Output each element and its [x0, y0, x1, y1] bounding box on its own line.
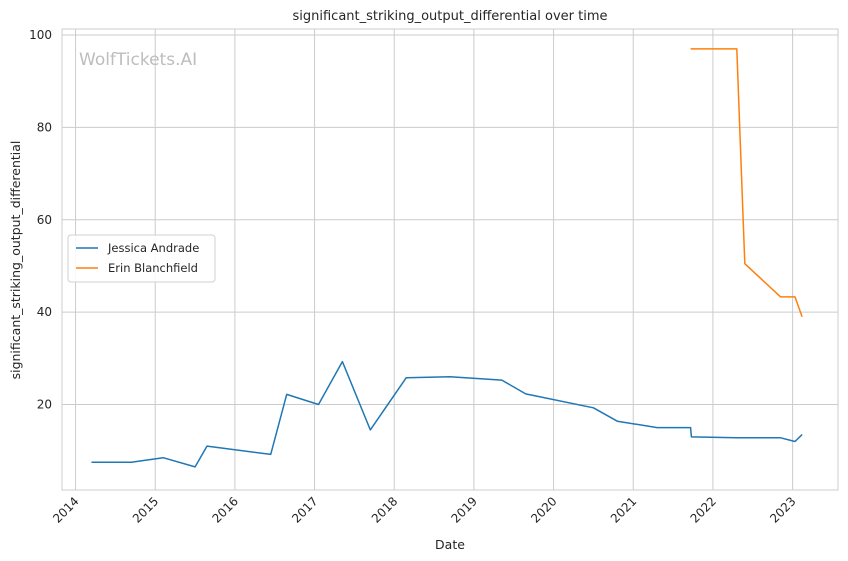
plot-frame: [61, 28, 839, 491]
y-tick-label: 80: [37, 120, 52, 134]
watermark-text: WolfTickets.AI: [79, 50, 197, 70]
y-tick-label: 20: [37, 398, 52, 412]
legend-label: Jessica Andrade: [107, 241, 199, 255]
y-tick-label: 60: [37, 213, 52, 227]
y-tick-label: 40: [37, 305, 52, 319]
grid: [62, 29, 838, 490]
y-axis-title: significant_striking_output_differential: [8, 141, 23, 380]
x-axis-title: Date: [435, 537, 465, 552]
y-tick-label: 100: [29, 28, 52, 42]
series-line-0: [91, 360, 803, 468]
legend-box: [67, 234, 216, 283]
y-tick-labels: 20 40 60 80 100: [29, 28, 52, 412]
series-line-1: [690, 48, 803, 318]
chart-title: significant_striking_output_differential…: [293, 9, 608, 24]
legend-label: Erin Blanchfield: [108, 261, 198, 275]
series-layer: [91, 48, 803, 468]
legend: Jessica Andrade Erin Blanchfield: [67, 234, 216, 283]
